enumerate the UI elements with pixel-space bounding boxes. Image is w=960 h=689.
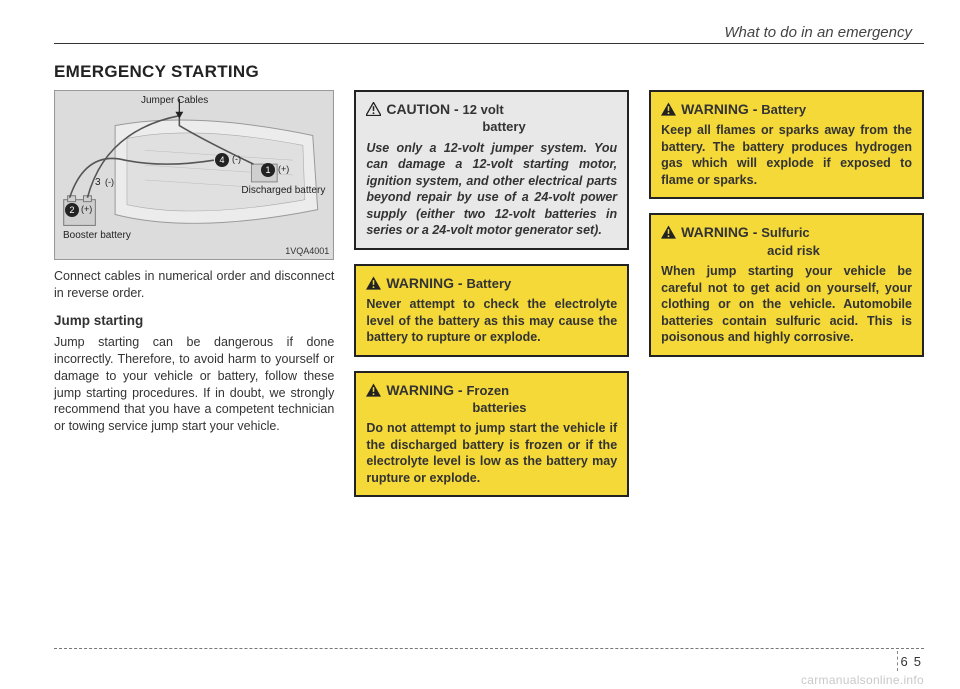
wb2-lead: WARNING - <box>681 101 757 117</box>
warning-frozen: WARNING - Frozen batteries Do not attemp… <box>354 371 629 498</box>
wf-lead: WARNING - <box>386 382 462 398</box>
warning-battery-2-head: WARNING - Battery <box>661 100 912 118</box>
diagram: Jumper Cables Discharged battery Booster… <box>54 90 334 260</box>
warning-icon <box>661 225 676 239</box>
warning-battery-2-body: Keep all flames or sparks away from the … <box>661 122 912 188</box>
intro-text: Connect cables in numerical order and di… <box>54 268 334 302</box>
jump-heading: Jump starting <box>54 312 334 330</box>
warning-acid: WARNING - Sulfuric acid risk When jump s… <box>649 213 924 356</box>
pm-2: (+) <box>81 204 92 214</box>
caution-titleB: battery <box>386 118 525 135</box>
dnum-4: 4 <box>215 153 229 167</box>
caution-icon <box>366 102 381 116</box>
column-1: Jumper Cables Discharged battery Booster… <box>54 90 334 445</box>
pm-4: (-) <box>232 154 241 164</box>
header-section: What to do in an emergency <box>54 24 924 41</box>
page-divider <box>897 651 904 671</box>
footer-rule <box>54 648 924 649</box>
column-3: WARNING - Battery Keep all flames or spa… <box>649 90 924 371</box>
dtxt-3: 3 <box>95 177 101 188</box>
body-text: Connect cables in numerical order and di… <box>54 268 334 435</box>
wa-titleB: acid risk <box>681 242 820 259</box>
warning-icon <box>366 276 381 290</box>
wf-titleB: batteries <box>386 399 526 416</box>
warning-icon <box>661 102 676 116</box>
column-2: CAUTION - 12 volt battery Use only a 12-… <box>354 90 629 511</box>
page-b: 5 <box>911 654 924 669</box>
warning-frozen-body: Do not attempt to jump start the vehicle… <box>366 420 617 486</box>
caution-lead: CAUTION - <box>386 101 458 117</box>
caution-12v-head: CAUTION - 12 volt battery <box>366 100 617 136</box>
dnum-2: 2 <box>65 203 79 217</box>
warning-acid-head: WARNING - Sulfuric acid risk <box>661 223 912 259</box>
warning-battery-1: WARNING - Battery Never attempt to check… <box>354 264 629 357</box>
warning-acid-body: When jump starting your vehicle be caref… <box>661 263 912 346</box>
warning-battery-1-body: Never attempt to check the electrolyte l… <box>366 296 617 346</box>
wa-lead: WARNING - <box>681 224 757 240</box>
warning-frozen-head: WARNING - Frozen batteries <box>366 381 617 417</box>
watermark: carmanualsonline.info <box>801 673 924 687</box>
label-booster: Booster battery <box>63 230 131 241</box>
wb1-lead: WARNING - <box>386 275 462 291</box>
caution-titleA: 12 volt <box>463 102 504 117</box>
dnum-1: 1 <box>261 163 275 177</box>
pm-3: (-) <box>105 177 114 187</box>
label-discharged: Discharged battery <box>241 185 325 196</box>
warning-battery-1-head: WARNING - Battery <box>366 274 617 292</box>
warning-icon <box>366 383 381 397</box>
diagram-code: 1VQA4001 <box>285 246 329 256</box>
columns: Jumper Cables Discharged battery Booster… <box>54 90 924 511</box>
warning-battery-2: WARNING - Battery Keep all flames or spa… <box>649 90 924 199</box>
page-number: 65 <box>898 654 924 669</box>
header-rule <box>54 43 924 44</box>
page-heading: EMERGENCY STARTING <box>54 62 924 82</box>
caution-12v: CAUTION - 12 volt battery Use only a 12-… <box>354 90 629 250</box>
wb1-title: Battery <box>466 276 511 291</box>
caution-12v-body: Use only a 12-volt jumper system. You ca… <box>366 140 617 239</box>
wa-titleA: Sulfuric <box>761 225 809 240</box>
pm-1: (+) <box>278 164 289 174</box>
wf-titleA: Frozen <box>466 383 509 398</box>
label-jumper-cables: Jumper Cables <box>141 95 208 106</box>
wb2-title: Battery <box>761 102 806 117</box>
jump-body: Jump starting can be dangerous if done i… <box>54 334 334 435</box>
